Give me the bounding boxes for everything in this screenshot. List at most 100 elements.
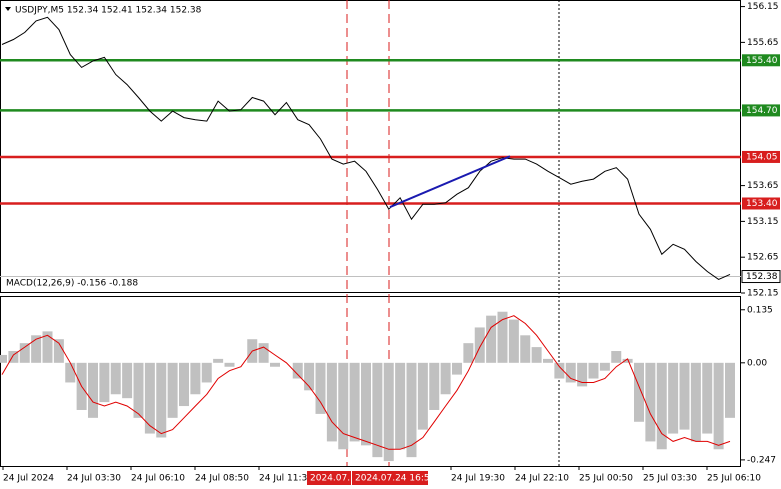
macd-bar bbox=[338, 362, 349, 450]
macd-bar bbox=[645, 362, 656, 442]
macd-bar bbox=[122, 362, 133, 399]
x-tick-label: 24 Jul 06:10 bbox=[131, 474, 185, 484]
chart-title: USDJPY,M5 152.34 152.41 152.34 152.38 bbox=[15, 6, 202, 16]
highlight-label: 2024.07.24 16:55 bbox=[355, 474, 435, 484]
macd-bar bbox=[19, 343, 30, 363]
y-tick-label: 153.65 bbox=[747, 181, 779, 191]
price-pane bbox=[0, 0, 741, 293]
macd-bar bbox=[270, 362, 280, 367]
macd-bar bbox=[224, 362, 235, 367]
y-tick-label: 0.135 bbox=[747, 305, 773, 315]
level-label: 154.70 bbox=[746, 106, 778, 116]
macd-bar bbox=[167, 362, 178, 418]
highlight-box bbox=[352, 471, 428, 485]
macd-bar bbox=[315, 362, 326, 414]
x-tick-label: 24 Jul 11:30 bbox=[259, 474, 313, 484]
macd-bar bbox=[292, 362, 303, 379]
macd-bar bbox=[395, 362, 406, 450]
y-tick-label: 0.00 bbox=[747, 358, 767, 368]
macd-title: MACD(12,26,9) -0.156 -0.188 bbox=[6, 279, 138, 289]
macd-pane bbox=[0, 296, 741, 467]
macd-bar bbox=[611, 351, 622, 363]
menu-arrow bbox=[5, 7, 11, 11]
macd-bar bbox=[725, 362, 735, 418]
macd-bar bbox=[8, 351, 19, 363]
x-tick-label: 25 Jul 06:10 bbox=[707, 474, 761, 484]
macd-bar bbox=[361, 362, 371, 446]
x-tick-label: 24 Jul 2024 bbox=[3, 474, 54, 484]
macd-bar bbox=[577, 362, 588, 387]
macd-bar bbox=[326, 362, 337, 442]
macd-bar bbox=[0, 354, 7, 363]
level-box bbox=[742, 54, 780, 67]
macd-bar bbox=[304, 362, 315, 391]
signal-line bbox=[1, 315, 731, 450]
macd-bar bbox=[144, 362, 155, 434]
macd-bar bbox=[634, 362, 644, 422]
y-tick-label: -0.247 bbox=[747, 455, 776, 465]
macd-bar bbox=[474, 327, 485, 363]
y-tick-label: 156.15 bbox=[747, 2, 779, 12]
macd-bar bbox=[110, 362, 121, 395]
level-label: 155.40 bbox=[746, 56, 778, 66]
highlight-box bbox=[307, 471, 351, 485]
macd-bar bbox=[42, 331, 53, 363]
last-price-label: 152.38 bbox=[746, 272, 778, 282]
macd-bar bbox=[31, 335, 42, 363]
macd-bar bbox=[497, 311, 508, 363]
macd-bar bbox=[133, 362, 144, 418]
macd-bar bbox=[486, 315, 497, 363]
macd-bar bbox=[520, 335, 531, 363]
macd-bar bbox=[179, 362, 189, 407]
macd-bar bbox=[508, 319, 519, 363]
price-line bbox=[1, 16, 731, 280]
x-tick-label: 24 Jul 22:10 bbox=[515, 474, 569, 484]
macd-bar bbox=[543, 358, 553, 363]
macd-bar bbox=[349, 362, 360, 442]
macd-bar bbox=[452, 362, 462, 375]
macd-bar bbox=[679, 362, 690, 430]
macd-bar bbox=[258, 343, 269, 363]
level-label: 154.05 bbox=[746, 152, 778, 162]
macd-bar bbox=[201, 362, 212, 383]
macd-bar bbox=[65, 362, 76, 383]
x-tick-label: 25 Jul 03:30 bbox=[643, 474, 697, 484]
macd-bar bbox=[554, 362, 565, 379]
macd-bar bbox=[656, 362, 667, 450]
macd-bar bbox=[463, 343, 474, 363]
x-tick-label: 24 Jul 03:30 bbox=[67, 474, 121, 484]
x-tick-label: 24 Jul 19:30 bbox=[451, 474, 505, 484]
macd-bar bbox=[53, 339, 64, 363]
x-tick-label: 25 Jul 00:50 bbox=[579, 474, 633, 484]
macd-bar bbox=[88, 362, 98, 418]
macd-bar bbox=[213, 358, 224, 363]
macd-bar bbox=[622, 358, 633, 363]
macd-bar bbox=[702, 362, 713, 434]
level-box bbox=[742, 104, 780, 117]
level-box bbox=[742, 150, 780, 163]
macd-bar bbox=[588, 362, 599, 379]
last-price-box bbox=[741, 270, 781, 284]
macd-bar bbox=[440, 362, 451, 395]
macd-bar bbox=[531, 347, 542, 363]
y-tick-label: 152.15 bbox=[747, 289, 779, 299]
macd-bar bbox=[383, 362, 394, 462]
macd-bar bbox=[99, 362, 110, 403]
highlight-label: 2024.07.. bbox=[310, 474, 353, 484]
macd-bar bbox=[565, 362, 576, 383]
macd-bar bbox=[190, 362, 201, 395]
x-tick-label: 24 Jul 08:50 bbox=[195, 474, 249, 484]
macd-bar bbox=[713, 362, 724, 450]
macd-bar bbox=[429, 362, 440, 410]
trend-line bbox=[389, 155, 511, 208]
macd-bar bbox=[406, 362, 417, 458]
y-tick-label: 153.15 bbox=[747, 217, 779, 227]
level-label: 153.40 bbox=[746, 199, 778, 209]
y-tick-label: 155.65 bbox=[747, 38, 779, 48]
macd-bar bbox=[156, 362, 167, 438]
macd-bar bbox=[372, 362, 383, 458]
macd-bar bbox=[690, 362, 701, 442]
macd-bar bbox=[668, 362, 679, 434]
y-tick-label: 152.65 bbox=[747, 253, 779, 263]
